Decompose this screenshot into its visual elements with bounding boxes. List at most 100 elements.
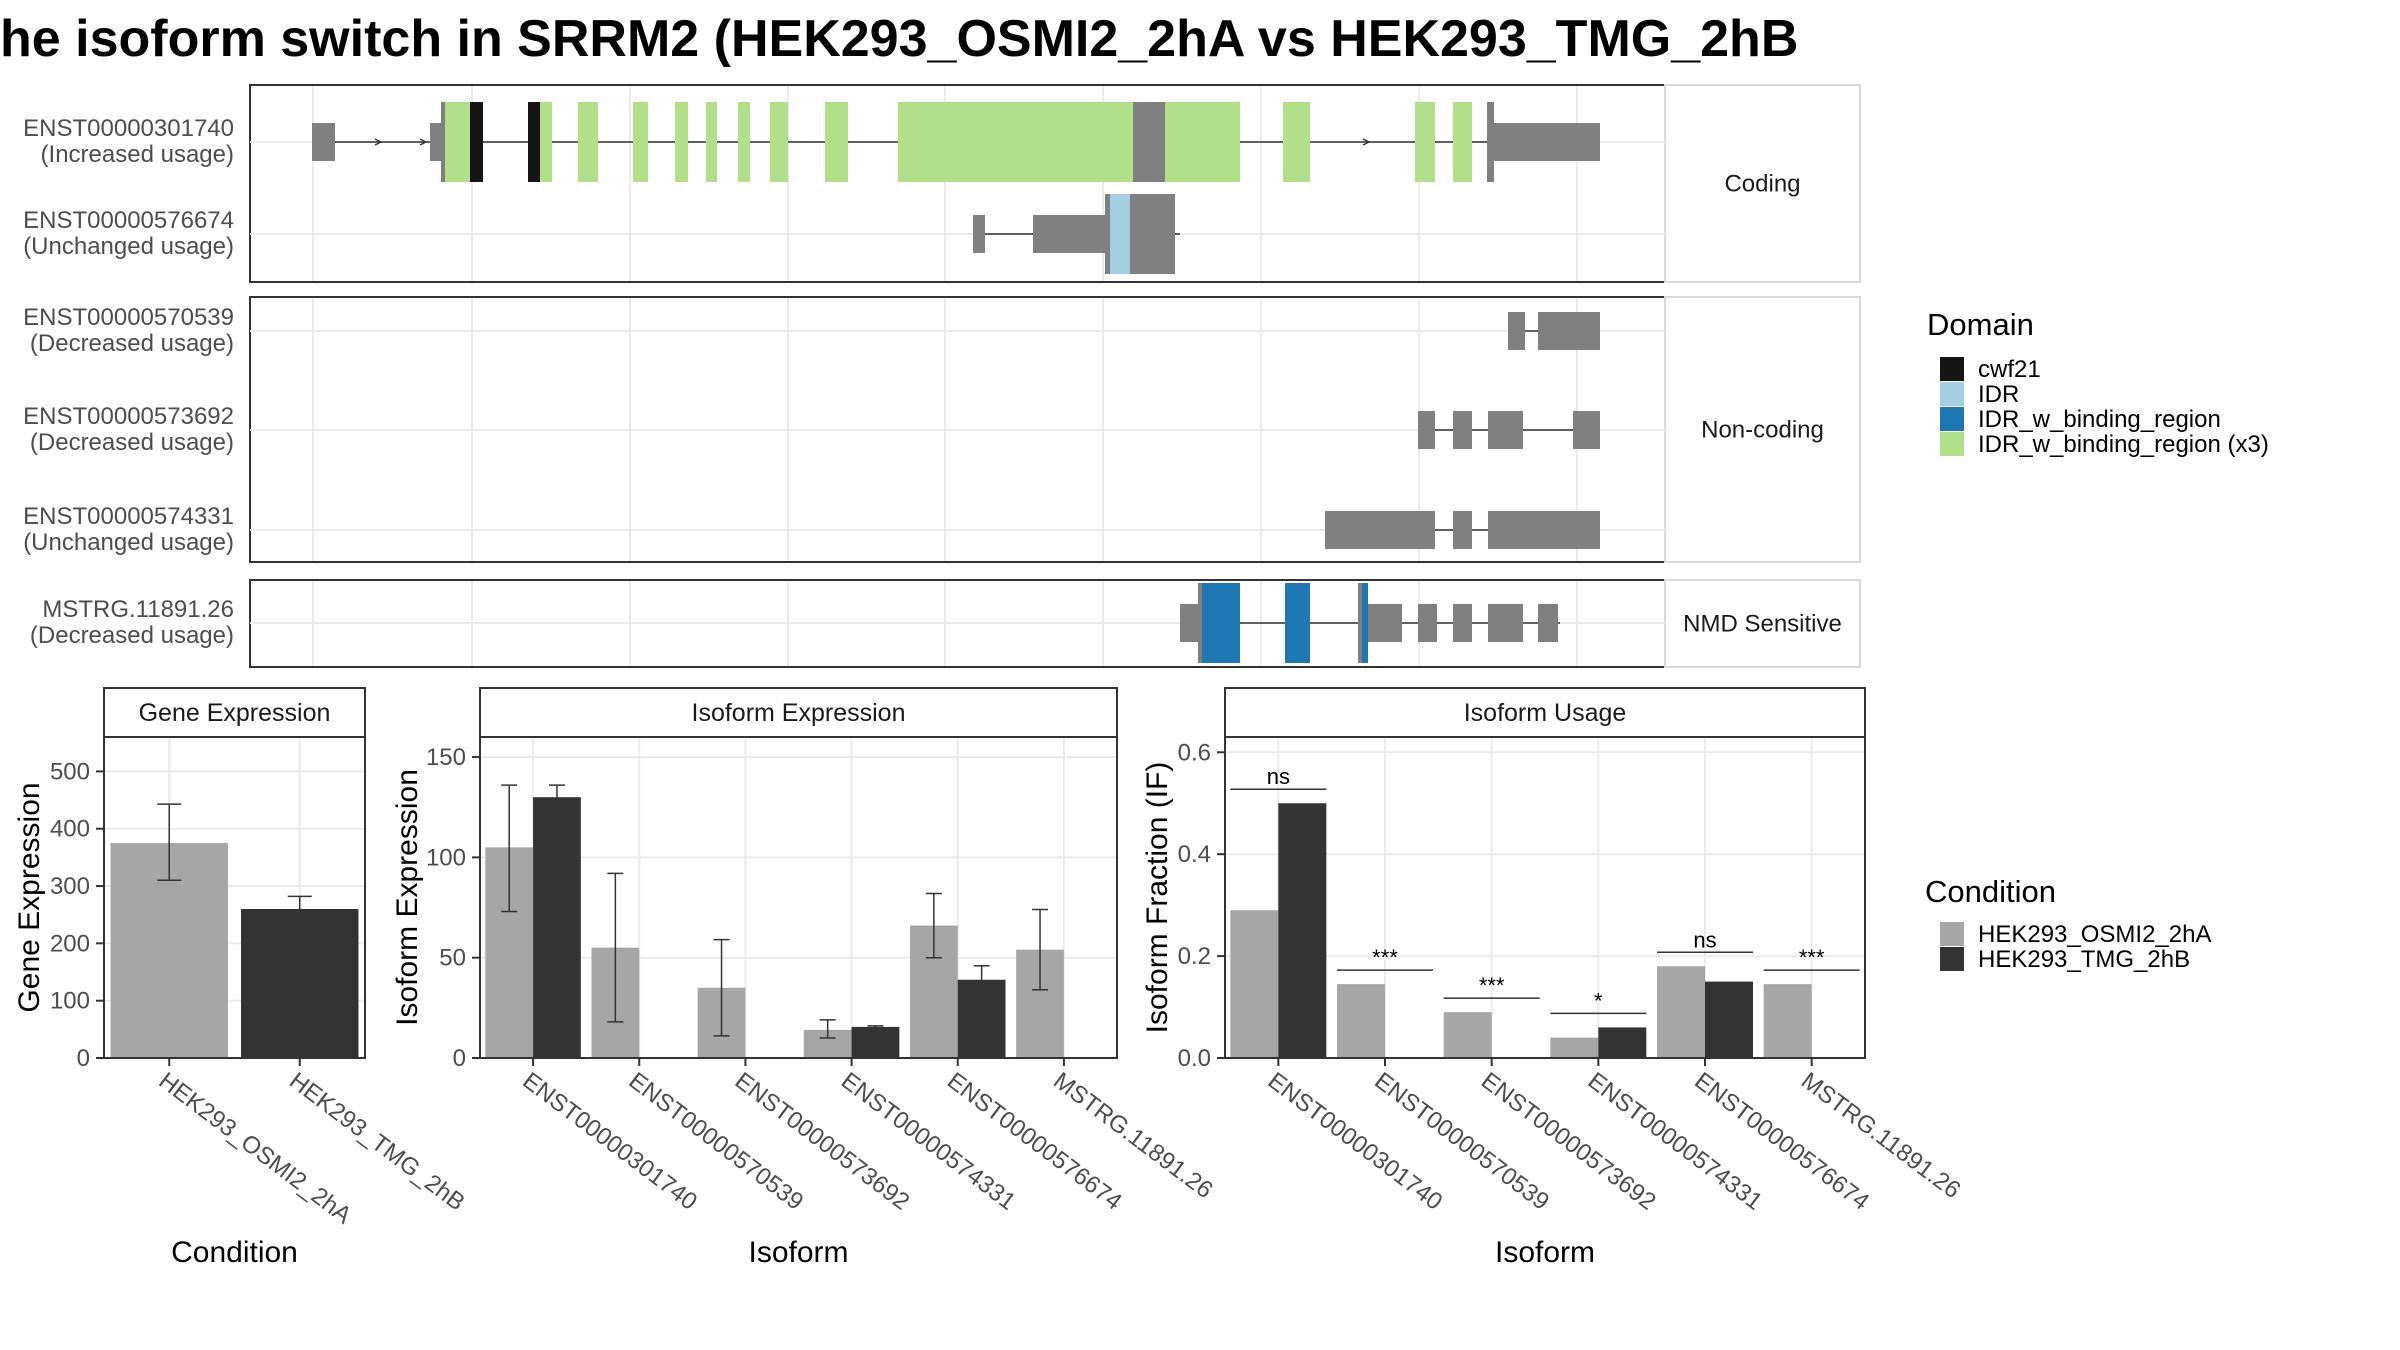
- exon-segment: [1110, 194, 1130, 274]
- y-tick-label: 100: [50, 988, 90, 1015]
- exon-segment: [1198, 583, 1202, 663]
- exon-segment: [973, 215, 985, 253]
- transcript-id-label: ENST00000573692: [23, 403, 234, 430]
- condition-legend-label: HEK293_TMG_2hB: [1978, 946, 2190, 973]
- domain-legend-swatch: [1940, 407, 1964, 431]
- significance-label: ***: [1372, 945, 1398, 970]
- bar: [1763, 984, 1812, 1058]
- chart-strip: [103, 687, 366, 738]
- exon-segment: [1418, 604, 1437, 642]
- significance-label: *: [1594, 988, 1603, 1013]
- exon-segment: [770, 102, 788, 182]
- exon-segment: [1325, 511, 1435, 549]
- significance-label: ***: [1799, 945, 1825, 970]
- exon-segment: [1283, 102, 1310, 182]
- y-tick-label: 0.2: [1178, 943, 1211, 970]
- facet-strip-label: Non-coding: [1701, 417, 1824, 444]
- plot-background: [480, 737, 1117, 1058]
- y-tick-label: 0: [77, 1045, 90, 1072]
- y-axis-label: Isoform Fraction (IF): [1141, 762, 1174, 1034]
- y-tick-label: 50: [439, 945, 466, 972]
- exon-segment: [1453, 411, 1472, 449]
- exon-segment: [1487, 102, 1494, 182]
- facet-strip: [1664, 296, 1861, 563]
- x-tick-label: ENST00000574331: [836, 1067, 1021, 1215]
- exon-segment: [1358, 583, 1362, 663]
- chart-title: Gene Expression: [139, 699, 331, 727]
- x-tick-label: ENST00000570539: [1369, 1067, 1554, 1215]
- exon-segment: [1180, 604, 1198, 642]
- significance-label: ns: [1267, 764, 1290, 789]
- strand-arrow: [374, 138, 383, 146]
- exon-segment: [441, 102, 470, 182]
- y-tick-label: 150: [426, 744, 466, 771]
- x-tick-label: ENST00000570539: [624, 1067, 809, 1215]
- bar: [1705, 981, 1753, 1058]
- bar: [533, 797, 581, 1058]
- transcript-usage-label: (Unchanged usage): [23, 233, 234, 260]
- plot-border: [1224, 736, 1866, 1059]
- exon-segment: [1453, 511, 1472, 549]
- exon-segment: [1285, 583, 1310, 663]
- condition-legend-swatch: [1940, 947, 1964, 971]
- domain-legend-label: IDR_w_binding_region: [1978, 406, 2221, 433]
- bar: [241, 908, 359, 1058]
- strand-arrow: [419, 138, 428, 146]
- y-tick-label: 200: [50, 930, 90, 957]
- x-tick-label: ENST00000301740: [517, 1067, 702, 1215]
- significance-label: ns: [1693, 927, 1716, 952]
- domain-legend-label: IDR: [1978, 381, 2019, 408]
- exon-segment: [1453, 604, 1472, 642]
- exon-segment: [1453, 102, 1472, 182]
- chart-title: Isoform Usage: [1464, 699, 1627, 727]
- domain-legend-label: IDR_w_binding_region (x3): [1978, 431, 2269, 458]
- x-tick-label: ENST00000576674: [1689, 1067, 1874, 1215]
- facet-strip: [1664, 579, 1861, 668]
- strand-arrow: [1362, 138, 1371, 146]
- bar: [1598, 1027, 1647, 1058]
- chart-title: Isoform Expression: [692, 699, 906, 727]
- x-tick-label: ENST00000573692: [1476, 1067, 1661, 1215]
- exon-segment: [528, 102, 540, 182]
- figure-title: he isoform switch in SRRM2 (HEK293_OSMI2…: [0, 10, 1798, 68]
- bar: [1337, 984, 1385, 1058]
- significance-label: ***: [1479, 973, 1505, 998]
- bar: [1278, 803, 1327, 1058]
- bar: [1657, 966, 1705, 1058]
- exon-segment: [1573, 411, 1600, 449]
- transcript-usage-label: (Decreased usage): [30, 429, 234, 456]
- transcript-id-label: MSTRG.11891.26: [42, 596, 234, 623]
- domain-legend-swatch: [1940, 357, 1964, 381]
- exon-segment: [1202, 583, 1240, 663]
- plot-border: [103, 736, 366, 1059]
- legends: Domain cwf21IDRIDR_w_binding_regionIDR_w_…: [1925, 307, 2269, 973]
- exon-segment: [1508, 312, 1525, 350]
- plot-background: [1225, 737, 1865, 1058]
- transcript-structure-panel: Coding Non-coding NMD Sensitive ENST0000030…: [23, 84, 1861, 668]
- transcript-usage-label: (Decreased usage): [30, 330, 234, 357]
- exon-segment: [1133, 102, 1165, 182]
- condition-legend-label: HEK293_OSMI2_2hA: [1978, 921, 2211, 948]
- condition-legend-swatch: [1940, 922, 1964, 946]
- exon-segment: [312, 123, 335, 161]
- exon-segment: [706, 102, 717, 182]
- x-axis-label: Isoform: [1495, 1236, 1595, 1269]
- exon-segment: [1033, 215, 1105, 253]
- exon-segment: [1538, 604, 1558, 642]
- x-axis-label: Isoform: [748, 1236, 848, 1269]
- x-tick-label: ENST00000573692: [730, 1067, 915, 1215]
- y-tick-label: 100: [426, 844, 466, 871]
- y-axis-label: Isoform Expression: [391, 769, 424, 1026]
- x-axis-label: Condition: [171, 1236, 298, 1269]
- bar: [1230, 910, 1279, 1058]
- domain-legend-swatch: [1940, 382, 1964, 406]
- exon-segment: [578, 102, 598, 182]
- transcript-id-label: ENST00000576674: [23, 207, 234, 234]
- y-tick-label: 0: [453, 1045, 466, 1072]
- x-tick-label: ENST00000576674: [942, 1067, 1127, 1215]
- exon-segment: [1488, 604, 1523, 642]
- exon-segment: [1165, 102, 1240, 182]
